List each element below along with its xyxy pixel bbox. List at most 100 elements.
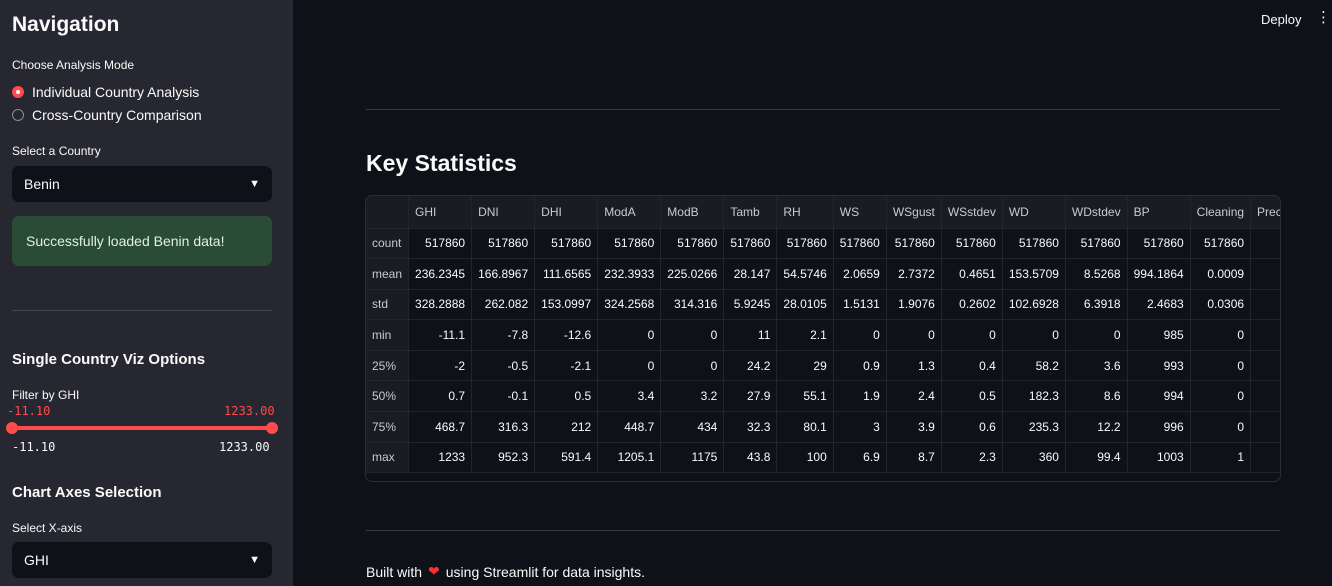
table-cell[interactable]: 1175 bbox=[660, 442, 725, 474]
table-cell[interactable]: 1205.1 bbox=[597, 442, 662, 474]
table-cell[interactable]: 225.0266 bbox=[660, 258, 725, 290]
table-cell[interactable]: 11 bbox=[723, 319, 778, 351]
table-cell[interactable]: -2 bbox=[408, 350, 473, 382]
table-cell[interactable]: 0 bbox=[597, 350, 662, 382]
column-header[interactable]: WDstdev bbox=[1065, 196, 1128, 229]
table-cell[interactable]: 517860 bbox=[471, 228, 536, 260]
table-cell[interactable]: 0 bbox=[1190, 319, 1252, 351]
table-cell[interactable]: 8.6 bbox=[1065, 380, 1128, 413]
table-cell[interactable]: 1 bbox=[1190, 442, 1252, 474]
column-header[interactable]: BP bbox=[1127, 196, 1191, 229]
table-cell[interactable]: 54.5746 bbox=[776, 258, 834, 290]
table-cell[interactable]: 8.7 bbox=[886, 442, 942, 474]
table-cell[interactable]: 58.2 bbox=[1002, 350, 1066, 382]
statistics-table[interactable]: GHI DNI DHI ModA ModB Tamb RH WS WSgust WSstdev WD… bbox=[365, 195, 1281, 482]
table-cell[interactable]: 55.1 bbox=[776, 380, 834, 413]
table-cell[interactable]: 1.9076 bbox=[886, 289, 942, 321]
table-cell[interactable]: 8.5268 bbox=[1065, 258, 1128, 290]
table-cell[interactable]: 0.0306 bbox=[1190, 289, 1252, 321]
table-cell[interactable]: 517860 bbox=[1002, 228, 1066, 260]
table-cell[interactable]: 153.5709 bbox=[1002, 258, 1066, 290]
table-cell[interactable]: 235.3 bbox=[1002, 411, 1066, 443]
table-cell[interactable]: 517860 bbox=[597, 228, 662, 260]
table-cell[interactable]: 0.7 bbox=[408, 380, 473, 413]
table-cell[interactable]: 1003 bbox=[1127, 442, 1191, 474]
table-cell[interactable]: 2.3 bbox=[941, 442, 1003, 474]
table-cell[interactable]: 434 bbox=[660, 411, 725, 443]
country-select[interactable]: Benin ▼ bbox=[12, 166, 272, 202]
table-cell[interactable]: 517860 bbox=[534, 228, 599, 260]
table-cell[interactable]: 1.3 bbox=[886, 350, 942, 382]
table-cell[interactable]: 0.5 bbox=[941, 380, 1003, 413]
table-cell[interactable] bbox=[1250, 319, 1280, 351]
table-cell[interactable] bbox=[1250, 289, 1280, 321]
table-cell[interactable]: 12.2 bbox=[1065, 411, 1128, 443]
table-cell[interactable]: 0 bbox=[660, 350, 725, 382]
table-cell[interactable] bbox=[1250, 258, 1280, 290]
table-cell[interactable]: 517860 bbox=[833, 228, 887, 260]
table-cell[interactable]: 102.6928 bbox=[1002, 289, 1066, 321]
table-cell[interactable]: 0 bbox=[1190, 380, 1252, 413]
table-cell[interactable] bbox=[1250, 350, 1280, 382]
table-cell[interactable]: 360 bbox=[1002, 442, 1066, 474]
table-cell[interactable]: 32.3 bbox=[723, 411, 778, 443]
column-header[interactable]: DHI bbox=[534, 196, 599, 229]
column-header[interactable]: WD bbox=[1002, 196, 1066, 229]
table-cell[interactable]: 0.9 bbox=[833, 350, 887, 382]
column-header[interactable]: Precip bbox=[1250, 196, 1280, 229]
table-cell[interactable]: 517860 bbox=[723, 228, 778, 260]
table-cell[interactable]: 0.4651 bbox=[941, 258, 1003, 290]
table-cell[interactable]: 6.9 bbox=[833, 442, 887, 474]
column-header[interactable]: ModA bbox=[597, 196, 662, 229]
table-cell[interactable]: 314.316 bbox=[660, 289, 725, 321]
table-cell[interactable]: 517860 bbox=[408, 228, 473, 260]
table-cell[interactable]: 0.2602 bbox=[941, 289, 1003, 321]
table-cell[interactable]: 517860 bbox=[886, 228, 942, 260]
table-cell[interactable]: 0.6 bbox=[941, 411, 1003, 443]
table-cell[interactable]: 6.3918 bbox=[1065, 289, 1128, 321]
table-cell[interactable]: 0.5 bbox=[534, 380, 599, 413]
table-cell[interactable]: 236.2345 bbox=[408, 258, 473, 290]
column-header[interactable]: WS bbox=[833, 196, 887, 229]
table-cell[interactable]: 0 bbox=[1065, 319, 1128, 351]
table-cell[interactable]: 994.1864 bbox=[1127, 258, 1191, 290]
table-cell[interactable]: 994 bbox=[1127, 380, 1191, 413]
table-cell[interactable]: 0 bbox=[1190, 350, 1252, 382]
table-cell[interactable]: 517860 bbox=[1127, 228, 1191, 260]
table-cell[interactable]: 2.4 bbox=[886, 380, 942, 413]
table-cell[interactable]: 2.4683 bbox=[1127, 289, 1191, 321]
table-cell[interactable]: 0 bbox=[1002, 319, 1066, 351]
table-cell[interactable]: 517860 bbox=[1190, 228, 1252, 260]
table-cell[interactable]: 0 bbox=[1190, 411, 1252, 443]
table-cell[interactable] bbox=[1250, 228, 1280, 260]
table-cell[interactable]: 100 bbox=[776, 442, 834, 474]
table-cell[interactable]: 517860 bbox=[660, 228, 725, 260]
table-cell[interactable] bbox=[1250, 442, 1280, 474]
table-cell[interactable]: 2.1 bbox=[776, 319, 834, 351]
radio-individual-country[interactable]: Individual Country Analysis bbox=[12, 84, 199, 100]
ghi-slider-track[interactable] bbox=[12, 426, 272, 430]
table-cell[interactable]: 1233 bbox=[408, 442, 473, 474]
column-header[interactable]: ModB bbox=[660, 196, 725, 229]
table-cell[interactable]: 1.5131 bbox=[833, 289, 887, 321]
table-cell[interactable]: 182.3 bbox=[1002, 380, 1066, 413]
column-header[interactable]: Cleaning bbox=[1190, 196, 1252, 229]
ghi-slider-low-handle[interactable] bbox=[6, 422, 18, 434]
table-cell[interactable]: 448.7 bbox=[597, 411, 662, 443]
column-header[interactable]: GHI bbox=[408, 196, 473, 229]
column-header[interactable]: WSgust bbox=[886, 196, 942, 229]
table-cell[interactable]: 3.4 bbox=[597, 380, 662, 413]
table-cell[interactable] bbox=[1250, 411, 1280, 443]
table-cell[interactable]: 232.3933 bbox=[597, 258, 662, 290]
ghi-slider-high-handle[interactable] bbox=[266, 422, 278, 434]
table-cell[interactable]: 993 bbox=[1127, 350, 1191, 382]
table-cell[interactable]: 27.9 bbox=[723, 380, 778, 413]
table-cell[interactable]: 324.2568 bbox=[597, 289, 662, 321]
kebab-menu-icon[interactable]: ⋮ bbox=[1316, 9, 1331, 26]
table-cell[interactable] bbox=[1250, 380, 1280, 413]
table-cell[interactable]: 985 bbox=[1127, 319, 1191, 351]
table-cell[interactable]: 517860 bbox=[776, 228, 834, 260]
table-cell[interactable]: 0 bbox=[660, 319, 725, 351]
table-cell[interactable]: 0.0009 bbox=[1190, 258, 1252, 290]
table-cell[interactable]: 3 bbox=[833, 411, 887, 443]
